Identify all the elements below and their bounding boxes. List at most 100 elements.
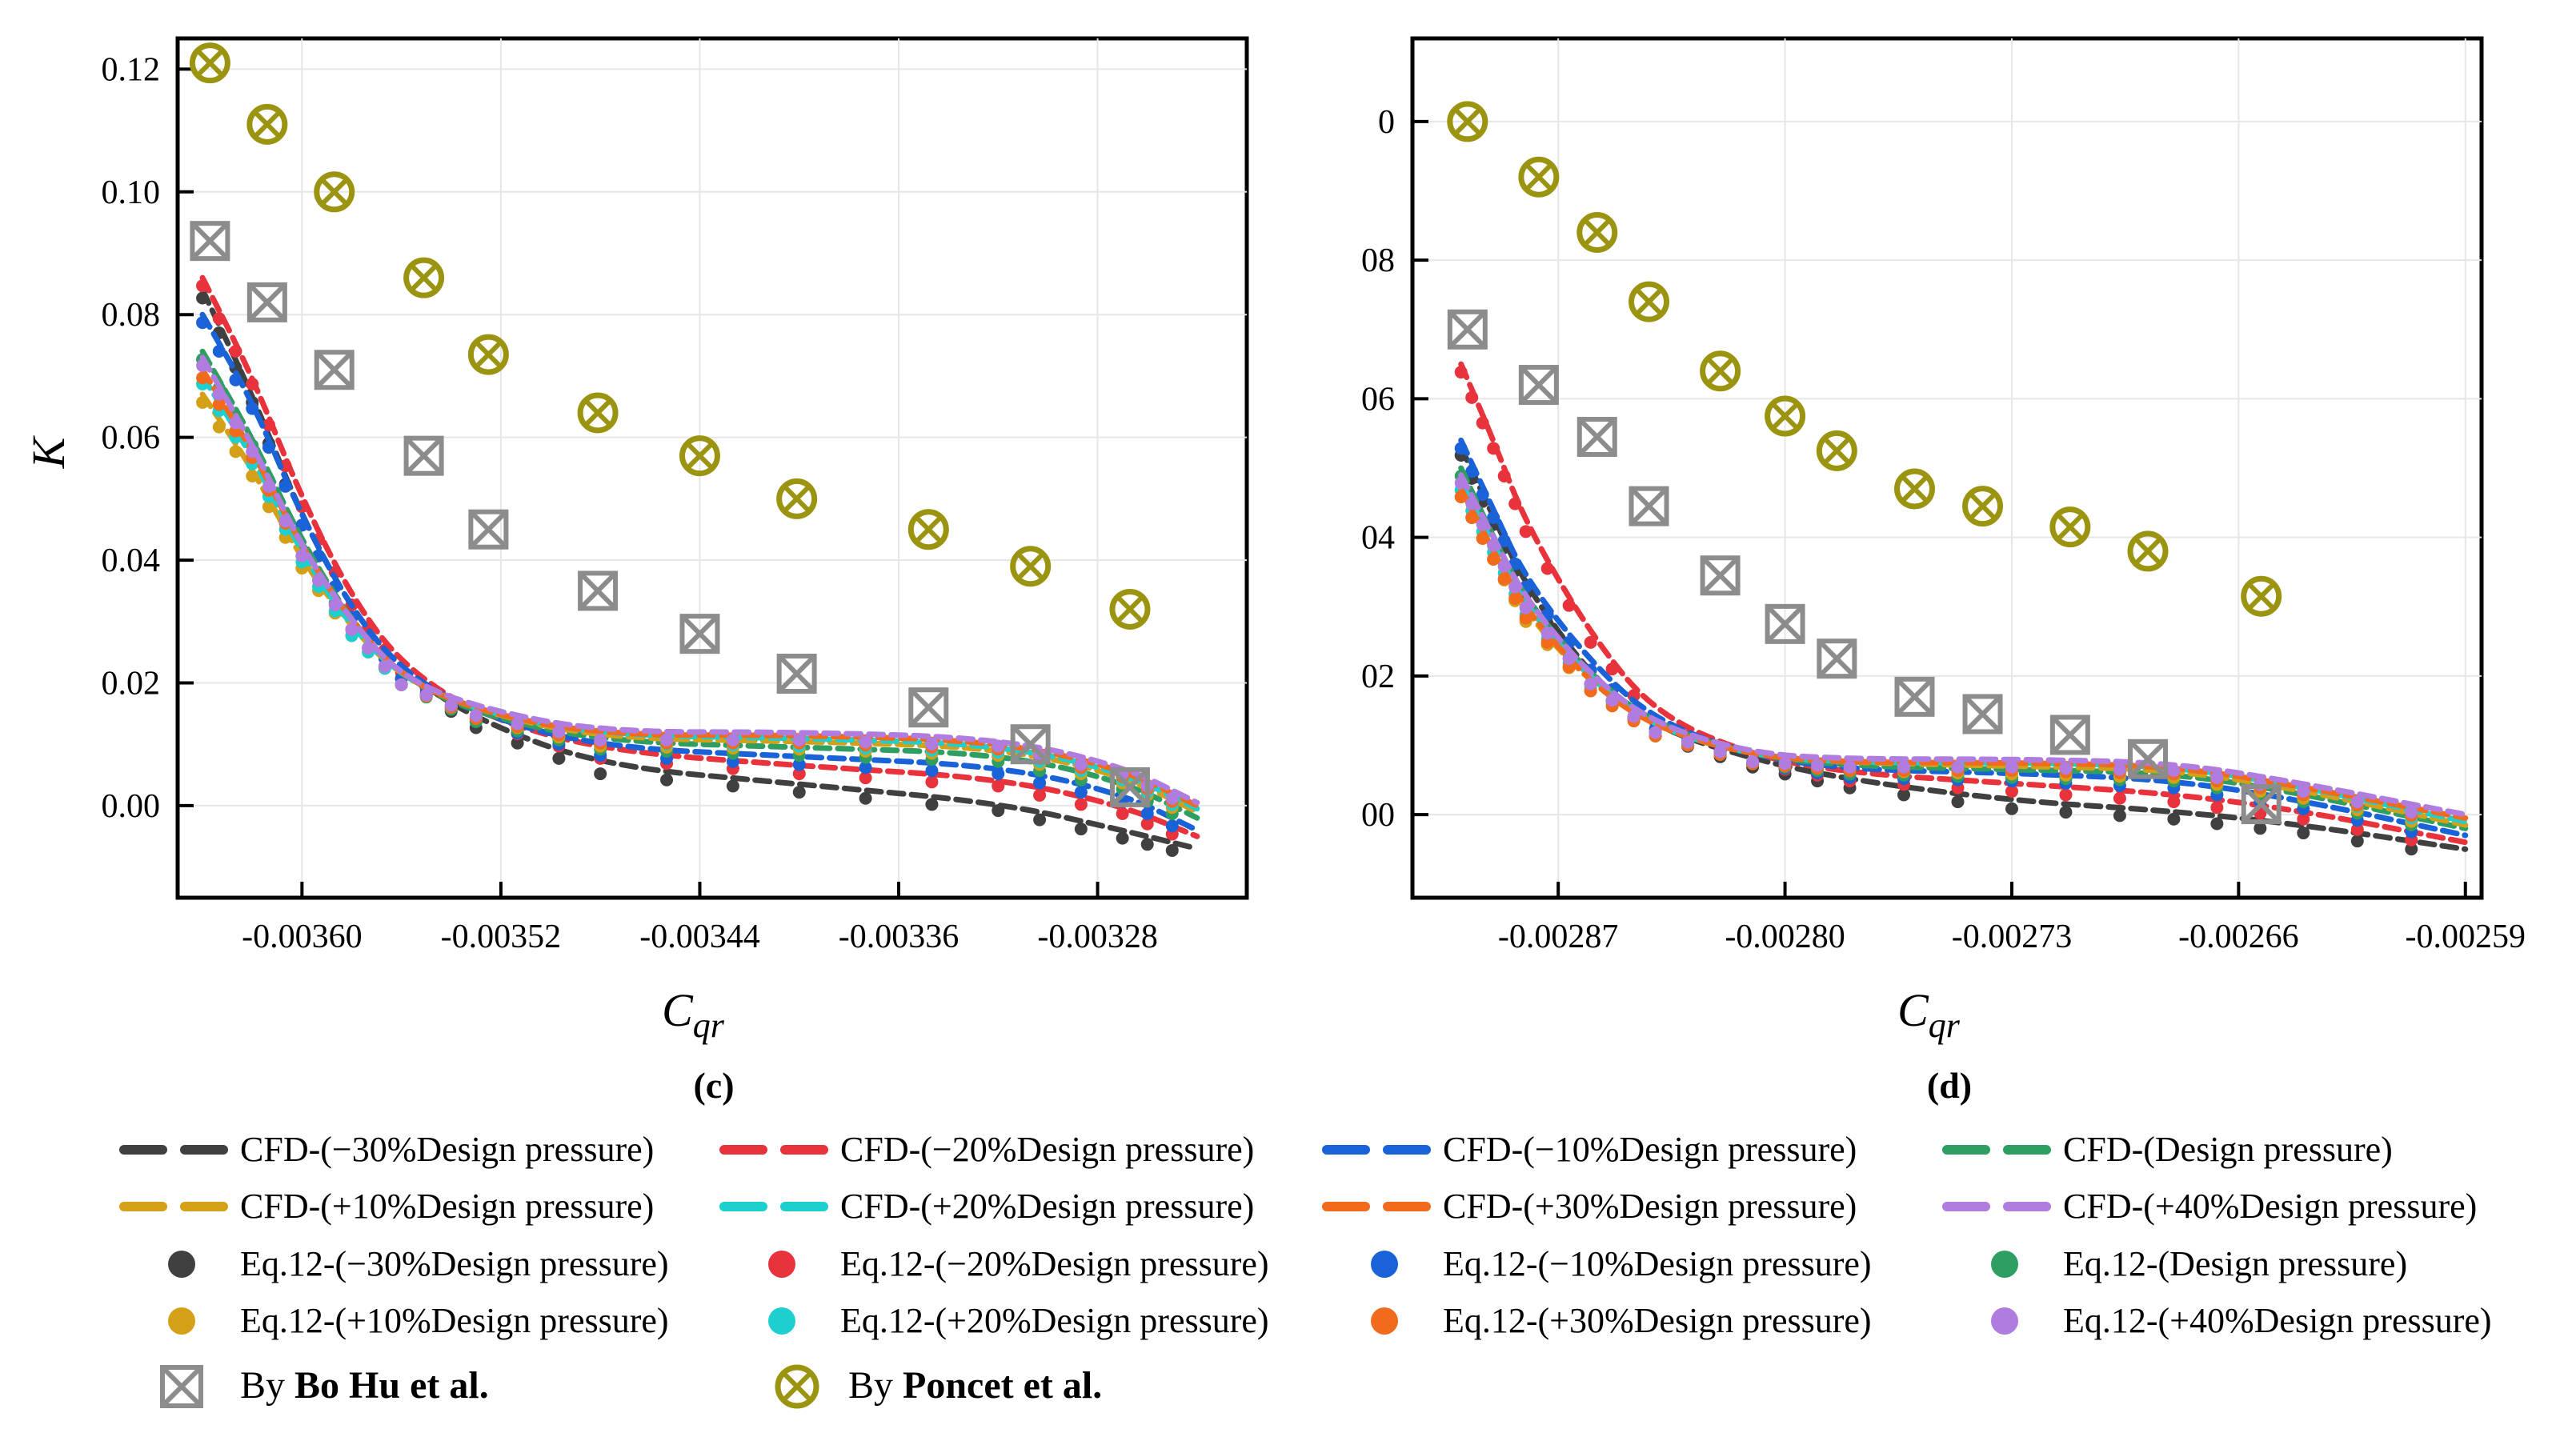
- poncet-point: [1629, 281, 1670, 322]
- poncet-point: [2127, 530, 2169, 572]
- legend-label-cfd-p20: CFD-(+20%Design pressure): [840, 1187, 1254, 1226]
- poncet-point: [577, 392, 619, 434]
- eq12-point-p40: [1843, 760, 1857, 774]
- series-c: [196, 274, 1200, 857]
- legend-dot-icon: [1371, 1307, 1398, 1335]
- x-axis-label-c-main: C: [662, 984, 694, 1036]
- poncet-point: [2241, 575, 2282, 617]
- legend-poncet-prefix: By: [848, 1364, 903, 1407]
- eq12-point-m20: [1584, 635, 1597, 649]
- plot-frame-d: [1410, 36, 2484, 900]
- poncet-point: [1962, 486, 2004, 527]
- eq12-point-m30: [2350, 835, 2364, 848]
- eq12-point-m30: [660, 773, 674, 787]
- x-axis-label-c-sub: qr: [693, 1006, 725, 1045]
- plot-frame-c: [175, 36, 1249, 900]
- legend-entry-eq-m20: Eq.12-(−20%Design pressure): [768, 1244, 1269, 1283]
- eq12-point-p40: [2167, 764, 2181, 778]
- eq12-point-p40: [1508, 580, 1522, 594]
- ticks-d: -0.00287 -0.00280 -0.00273 -0.00266 -0.00259…: [1361, 104, 2526, 955]
- eq12-point-p40: [1562, 652, 1576, 666]
- eq12-point-p40: [660, 733, 674, 747]
- eq12-point-m30: [1951, 795, 1965, 809]
- bohu-point: [2049, 714, 2090, 755]
- eq12-point-m10: [1487, 510, 1500, 524]
- eq12-point-m20: [229, 345, 242, 358]
- eq12-point-p40: [278, 514, 292, 528]
- legend-entry-cfd-m30: CFD-(−30%Design pressure): [119, 1130, 654, 1169]
- eq12-point-p40: [444, 698, 458, 712]
- legend-entry-eq-m10: Eq.12-(−10%Design pressure): [1371, 1244, 1872, 1283]
- eq12-point-m20: [1116, 807, 1129, 820]
- eq12-point-m30: [594, 767, 607, 781]
- eq12-point-p40: [792, 733, 806, 747]
- eq12-point-p30: [1487, 552, 1500, 566]
- poncet-point: [1765, 395, 1806, 437]
- eq12-point-p40: [594, 733, 607, 747]
- markers-c: [189, 42, 1151, 807]
- x-tick-label: -0.00344: [639, 919, 760, 955]
- eq12-point-m20: [1540, 562, 1554, 575]
- eq12-point-m20: [262, 418, 275, 432]
- legend-dot-icon: [168, 1251, 195, 1278]
- bohu-point: [1576, 417, 1617, 458]
- legend-label-cfd-m10: CFD-(−10%Design pressure): [1443, 1130, 1857, 1169]
- eq12-point-p30: [1454, 490, 1468, 503]
- x-axis-label-d-main: C: [1897, 984, 1929, 1036]
- poncet-point: [1576, 212, 1618, 254]
- eq12-point-m30: [1116, 831, 1129, 845]
- eq12-point-m30: [792, 786, 806, 799]
- eq12-point-p40: [1649, 726, 1662, 739]
- legend-entry-eq-p40: Eq.12-(+40%Design pressure): [1991, 1301, 2492, 1340]
- markers-d: [1447, 101, 2282, 825]
- eq12-point-m10: [1476, 488, 1489, 502]
- panel-label-c: (c): [693, 1065, 734, 1106]
- eq12-point-m20: [212, 312, 226, 326]
- bohu-point: [190, 221, 230, 262]
- legend-dot-icon: [1991, 1251, 2018, 1278]
- eq12-point-m10: [859, 761, 872, 775]
- legend-bohu-name: Bo Hu et al.: [294, 1364, 489, 1407]
- eq12-point-p30: [1519, 611, 1532, 625]
- eq12-point-m20: [2210, 801, 2224, 815]
- poncet-point: [1109, 588, 1151, 630]
- eq12-point-m30: [511, 736, 524, 750]
- eq12-point-m10: [229, 373, 242, 386]
- poncet-point: [246, 103, 288, 145]
- eq12-point-p40: [511, 717, 524, 731]
- eq12-point-m30: [2405, 843, 2418, 856]
- poncet-point: [2049, 506, 2091, 548]
- bohu-point: [1765, 603, 1805, 644]
- eq12-point-p40: [328, 598, 342, 612]
- eq12-point-p30: [1465, 510, 1479, 524]
- legend-entry-cfd-p20: CFD-(+20%Design pressure): [719, 1187, 1254, 1226]
- eq12-point-p10: [229, 445, 242, 458]
- legend: CFD-(−30%Design pressure) CFD-(−20%Desig…: [119, 1130, 2492, 1409]
- legend-label-eq-p40: Eq.12-(+40%Design pressure): [2063, 1301, 2492, 1340]
- eq12-point-m30: [2167, 812, 2181, 826]
- eq12-point-m20: [792, 767, 806, 781]
- eq12-point-m10: [925, 764, 939, 778]
- eq12-point-m20: [1074, 798, 1088, 811]
- x-axis-label-d: Cqr: [1897, 984, 1961, 1045]
- eq12-point-p40: [552, 725, 566, 739]
- bohu-point: [2241, 784, 2282, 825]
- eq12-point-p40: [196, 358, 210, 372]
- eq12-point-p40: [419, 688, 433, 702]
- eq12-point-m10: [1140, 807, 1154, 820]
- poncet-point: [776, 478, 818, 519]
- poncet-point: [1816, 430, 1857, 471]
- eq12-point-p40: [1165, 791, 1179, 805]
- poncet-point: [189, 42, 230, 84]
- legend-label-eq-d0: Eq.12-(Design pressure): [2063, 1244, 2407, 1283]
- bohu-point: [1447, 309, 1488, 350]
- legend-label-cfd-m30: CFD-(−30%Design pressure): [240, 1130, 654, 1169]
- legend-entry-eq-m30: Eq.12-(−30%Design pressure): [168, 1244, 669, 1283]
- x-tick-label: -0.00287: [1498, 919, 1619, 955]
- grid-c: [178, 38, 1247, 898]
- eq12-point-m30: [2297, 827, 2310, 840]
- eq12-point-m20: [1508, 497, 1522, 510]
- eq12-point-m20: [1497, 470, 1511, 482]
- poncet-point: [403, 257, 445, 298]
- eq12-point-p40: [992, 739, 1005, 753]
